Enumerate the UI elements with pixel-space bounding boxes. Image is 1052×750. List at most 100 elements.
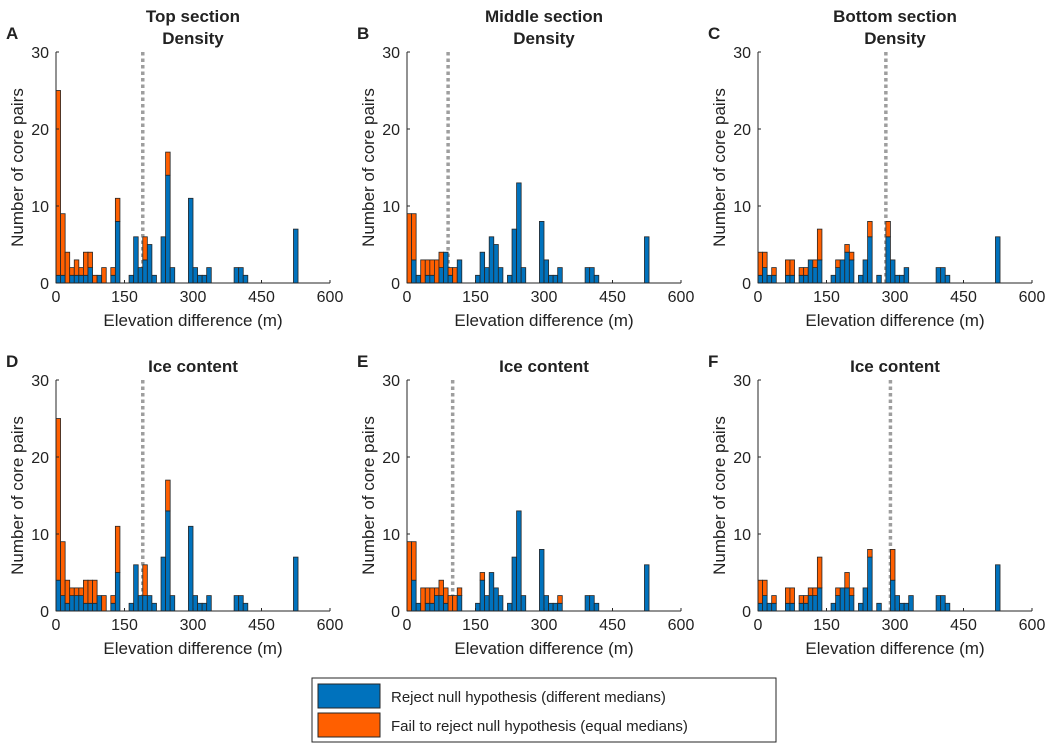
bar-fail [789,587,795,604]
bar-fail [411,541,417,581]
bar-fail [762,251,768,268]
y-tick-label: 30 [733,45,751,62]
legend-box [311,677,777,743]
bar-reject [192,267,198,284]
bar-reject [206,595,212,612]
bar-fail [771,267,777,276]
panel-letter: A [6,24,18,43]
bar-reject [128,274,135,284]
bar-reject [644,236,650,284]
bar-fail [60,213,66,276]
bar-reject [762,267,768,284]
panel-title: Density [513,29,575,48]
bar-fail [424,259,431,276]
bar-fail [429,259,435,276]
x-tick-label: 150 [111,289,138,306]
panel-title: Density [162,29,224,48]
bar-reject [55,274,61,284]
x-tick-label: 600 [1019,617,1046,634]
x-tick-label: 450 [248,617,275,634]
bar-fail [433,259,440,284]
bar-reject [995,564,1001,612]
bar-reject [593,602,600,612]
bar-reject [876,602,882,612]
bar-reject [543,595,549,612]
bar-reject [816,587,823,612]
bar-fail [867,549,873,558]
bar-reject [511,228,517,284]
bar-reject [206,267,212,284]
y-tick-label: 20 [31,450,49,467]
y-tick-label: 20 [733,122,751,139]
bar-reject [242,602,249,612]
bar-reject [543,259,549,284]
bar-reject [60,274,66,284]
bar-reject [456,259,463,284]
x-tick-label: 600 [317,289,344,306]
bar-reject [835,267,841,284]
bar-reject [940,267,946,284]
chart-panel-d: 0 150 300 450 600 0 10 20 30 Elevation difference… [6,352,343,658]
x-tick-label: 300 [180,617,207,634]
bar-reject [557,267,563,284]
legend-swatch-fail [317,712,381,738]
bar-reject [133,564,139,612]
y-axis-label: Number of core pairs [359,416,378,575]
bar-fail [807,587,814,597]
bar-reject [188,525,194,612]
bar-reject [862,587,868,612]
bar-reject [644,564,650,612]
bar-fail [757,579,763,604]
bar-fail [78,587,84,597]
chart-panel-c: 0 150 300 450 600 0 10 20 30 Elevation difference… [708,7,1045,330]
bar-reject [415,274,422,284]
bar-reject [233,595,240,612]
bar-reject [238,595,244,612]
bar-reject [151,602,157,612]
bar-fail [420,587,426,612]
legend-swatch-reject [317,683,381,709]
bar-reject [424,602,431,612]
bar-reject [484,267,490,284]
bar-reject [443,602,449,612]
panel-title: Ice content [499,357,589,376]
x-tick-label: 600 [668,617,695,634]
bar-reject [944,274,951,284]
bar-reject [60,595,66,612]
bar-fail [420,259,426,284]
bar-reject [110,274,116,284]
panel-title: Ice content [850,357,940,376]
x-tick-label: 300 [882,289,909,306]
bar-reject [128,602,135,612]
bar-fail [411,213,417,261]
bar-reject [858,602,864,612]
bar-reject [233,267,240,284]
bar-fail [114,525,121,573]
bar-reject [411,579,417,612]
bar-reject [830,602,837,612]
bar-reject [242,274,249,284]
x-axis-label: Elevation difference (m) [805,311,984,330]
x-tick-label: 450 [599,617,626,634]
panel-letter: C [708,24,720,43]
bar-reject [133,236,139,284]
bar-reject [557,602,563,612]
bar-fail [142,236,148,261]
bar-fail [69,587,75,597]
bar-fail [60,541,66,597]
bar-reject [757,602,763,612]
x-axis-label: Elevation difference (m) [454,311,633,330]
bar-reject [766,602,773,612]
y-tick-label: 30 [31,45,49,62]
bar-reject [520,595,527,612]
bar-fail [55,418,61,581]
x-tick-label: 150 [813,289,840,306]
bar-reject [552,602,559,612]
bar-reject [903,267,910,284]
bar-fail [798,267,805,276]
x-tick-label: 300 [531,617,558,634]
bar-reject [885,236,891,284]
bar-fail [885,220,891,238]
bar-fail [110,595,116,604]
